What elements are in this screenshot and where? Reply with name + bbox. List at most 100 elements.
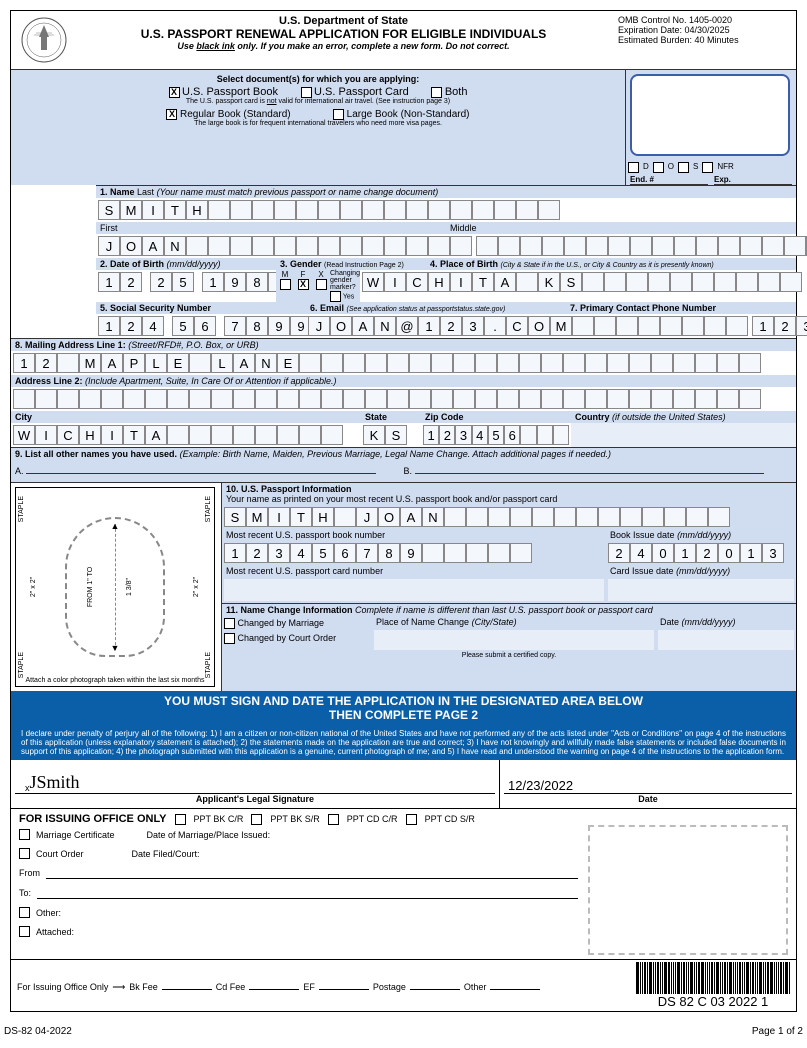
book-date-boxes[interactable]: 24012013 xyxy=(606,541,796,565)
form-title: U.S. PASSPORT RENEWAL APPLICATION FOR EL… xyxy=(69,27,618,41)
both-label: Both xyxy=(445,86,468,98)
addr1-boxes[interactable]: 12MAPLELANE xyxy=(11,351,796,375)
checkbox-court-order-office[interactable] xyxy=(19,848,30,859)
end-exp: Exp. xyxy=(714,175,792,185)
a-label: A. xyxy=(15,466,24,476)
form-header: U.S. Department of State U.S. PASSPORT R… xyxy=(11,11,796,69)
fee-line-label: For Issuing Office Only xyxy=(17,982,108,992)
checkbox-d[interactable] xyxy=(628,162,639,173)
middle-name-boxes[interactable] xyxy=(474,234,807,258)
doc-select-heading: Select document(s) for which you are app… xyxy=(15,74,621,84)
city-label: City xyxy=(15,412,32,422)
state-boxes[interactable]: KS xyxy=(361,423,421,447)
addr2-label: Address Line 2: xyxy=(15,376,83,386)
endorsement-box xyxy=(630,74,790,156)
checkbox-large-book[interactable] xyxy=(333,109,344,120)
dob-label: 2. Date of Birth xyxy=(100,259,164,269)
other-names-label: 9. List all other names you have used. xyxy=(15,449,177,459)
large-book-note: The large book is for frequent internati… xyxy=(15,120,621,127)
other-name-b[interactable] xyxy=(415,473,765,474)
country-label: Country xyxy=(575,412,610,422)
from-field[interactable] xyxy=(46,867,578,879)
checkbox-ppt-bk-sr[interactable] xyxy=(251,814,262,825)
checkbox-regular-book[interactable] xyxy=(166,109,177,120)
card-date-box[interactable] xyxy=(608,579,794,601)
regular-book-label: Regular Book (Standard) xyxy=(180,109,291,120)
checkbox-court-order[interactable] xyxy=(224,633,235,644)
email-boxes[interactable]: JOAN@123.COM xyxy=(306,314,750,338)
form-id: DS-82 04-2022 xyxy=(4,1026,72,1037)
pob-boxes[interactable]: WICHITAKS xyxy=(360,270,804,302)
book-num-label: Most recent U.S. passport book number xyxy=(222,529,606,541)
endorse-labels: D O S NFR xyxy=(626,160,796,175)
name-change-date[interactable] xyxy=(658,630,794,650)
signature-value[interactable]: JSmith xyxy=(30,772,80,793)
phone-label: 7. Primary Contact Phone Number xyxy=(570,303,716,313)
to-field[interactable] xyxy=(37,887,578,899)
cert-note: Please submit a certified copy. xyxy=(222,652,796,659)
first-name-boxes[interactable]: JOAN xyxy=(96,234,474,258)
dob-mm[interactable]: 12 xyxy=(98,272,142,300)
checkbox-marriage-cert[interactable] xyxy=(19,829,30,840)
checkbox-s[interactable] xyxy=(678,162,689,173)
card-note: The U.S. passport card is not valid for … xyxy=(15,98,621,105)
pob-label: 4. Place of Birth xyxy=(430,259,498,269)
checkbox-other[interactable] xyxy=(19,907,30,918)
middle-label: Middle xyxy=(446,222,796,234)
passport-book-label: U.S. Passport Book xyxy=(182,86,278,98)
photo-caption: Attach a color photograph taken within t… xyxy=(16,677,214,684)
b-label: B. xyxy=(404,466,413,476)
zip-boxes[interactable]: 123456 xyxy=(421,423,571,447)
page-number: Page 1 of 2 xyxy=(752,1026,803,1037)
ssn-2[interactable]: 56 xyxy=(172,316,216,336)
card-num-label: Most recent U.S. passport card number xyxy=(222,565,606,577)
ssn-1[interactable]: 124 xyxy=(98,316,164,336)
sign-banner: YOU MUST SIGN AND DATE THE APPLICATION I… xyxy=(11,691,796,725)
barcode xyxy=(636,962,790,994)
checkbox-gender-change[interactable] xyxy=(330,291,341,302)
signature-date-label: Date xyxy=(504,794,792,804)
photo-frame: STAPLE STAPLE STAPLE STAPLE 2" x 2" 2" x… xyxy=(15,487,215,687)
checkbox-both[interactable] xyxy=(431,87,442,98)
addr2-boxes[interactable] xyxy=(11,387,796,411)
email-label: 6. Email xyxy=(310,303,344,313)
addr1-label: 8. Mailing Address Line 1: xyxy=(15,340,126,350)
declaration-text: I declare under penalty of perjury all o… xyxy=(11,725,796,760)
dob-dd[interactable]: 25 xyxy=(150,272,194,300)
checkbox-gender-m[interactable] xyxy=(280,279,291,290)
passport-card-label: U.S. Passport Card xyxy=(314,86,409,98)
signature-date-value[interactable]: 12/23/2022 xyxy=(504,764,792,794)
form-subtitle: Use black ink only. If you make an error… xyxy=(69,41,618,51)
checkbox-gender-f[interactable] xyxy=(298,279,309,290)
other-name-a[interactable] xyxy=(26,473,376,474)
office-heading: FOR ISSUING OFFICE ONLY xyxy=(19,813,167,825)
checkbox-nfr[interactable] xyxy=(702,162,713,173)
country-box[interactable] xyxy=(571,423,796,447)
first-label: First xyxy=(96,222,446,234)
checkbox-gender-x[interactable] xyxy=(316,279,327,290)
gender-label: 3. Gender xyxy=(280,259,322,269)
checkbox-ppt-cd-sr[interactable] xyxy=(406,814,417,825)
checkbox-passport-card[interactable] xyxy=(301,87,312,98)
checkbox-marriage[interactable] xyxy=(224,618,235,629)
barcode-text: DS 82 C 03 2022 1 xyxy=(658,994,769,1009)
checkbox-passport-book[interactable] xyxy=(169,87,180,98)
passport-name-boxes[interactable]: SMITHJOAN xyxy=(222,505,796,529)
city-boxes[interactable]: WICHITA xyxy=(11,423,361,447)
checkbox-ppt-bk-cr[interactable] xyxy=(175,814,186,825)
name-change-place[interactable] xyxy=(374,630,654,650)
end-num: End. # xyxy=(630,175,708,185)
last-name-boxes[interactable]: SMITH xyxy=(96,198,796,222)
zip-label: Zip Code xyxy=(425,412,464,422)
large-book-label: Large Book (Non-Standard) xyxy=(347,109,470,120)
checkbox-attached[interactable] xyxy=(19,926,30,937)
name-label: 1. Name xyxy=(100,187,135,197)
checkbox-ppt-cd-cr[interactable] xyxy=(328,814,339,825)
checkbox-o[interactable] xyxy=(653,162,664,173)
dept-name: U.S. Department of State xyxy=(69,15,618,27)
omb-info: OMB Control No. 1405-0020 Expiration Dat… xyxy=(618,15,788,45)
book-num-boxes[interactable]: 123456789 xyxy=(222,541,606,565)
phone-1[interactable]: 123 xyxy=(752,316,807,336)
ssn-3[interactable]: 7899 xyxy=(224,316,312,336)
card-num-box[interactable] xyxy=(224,579,604,601)
